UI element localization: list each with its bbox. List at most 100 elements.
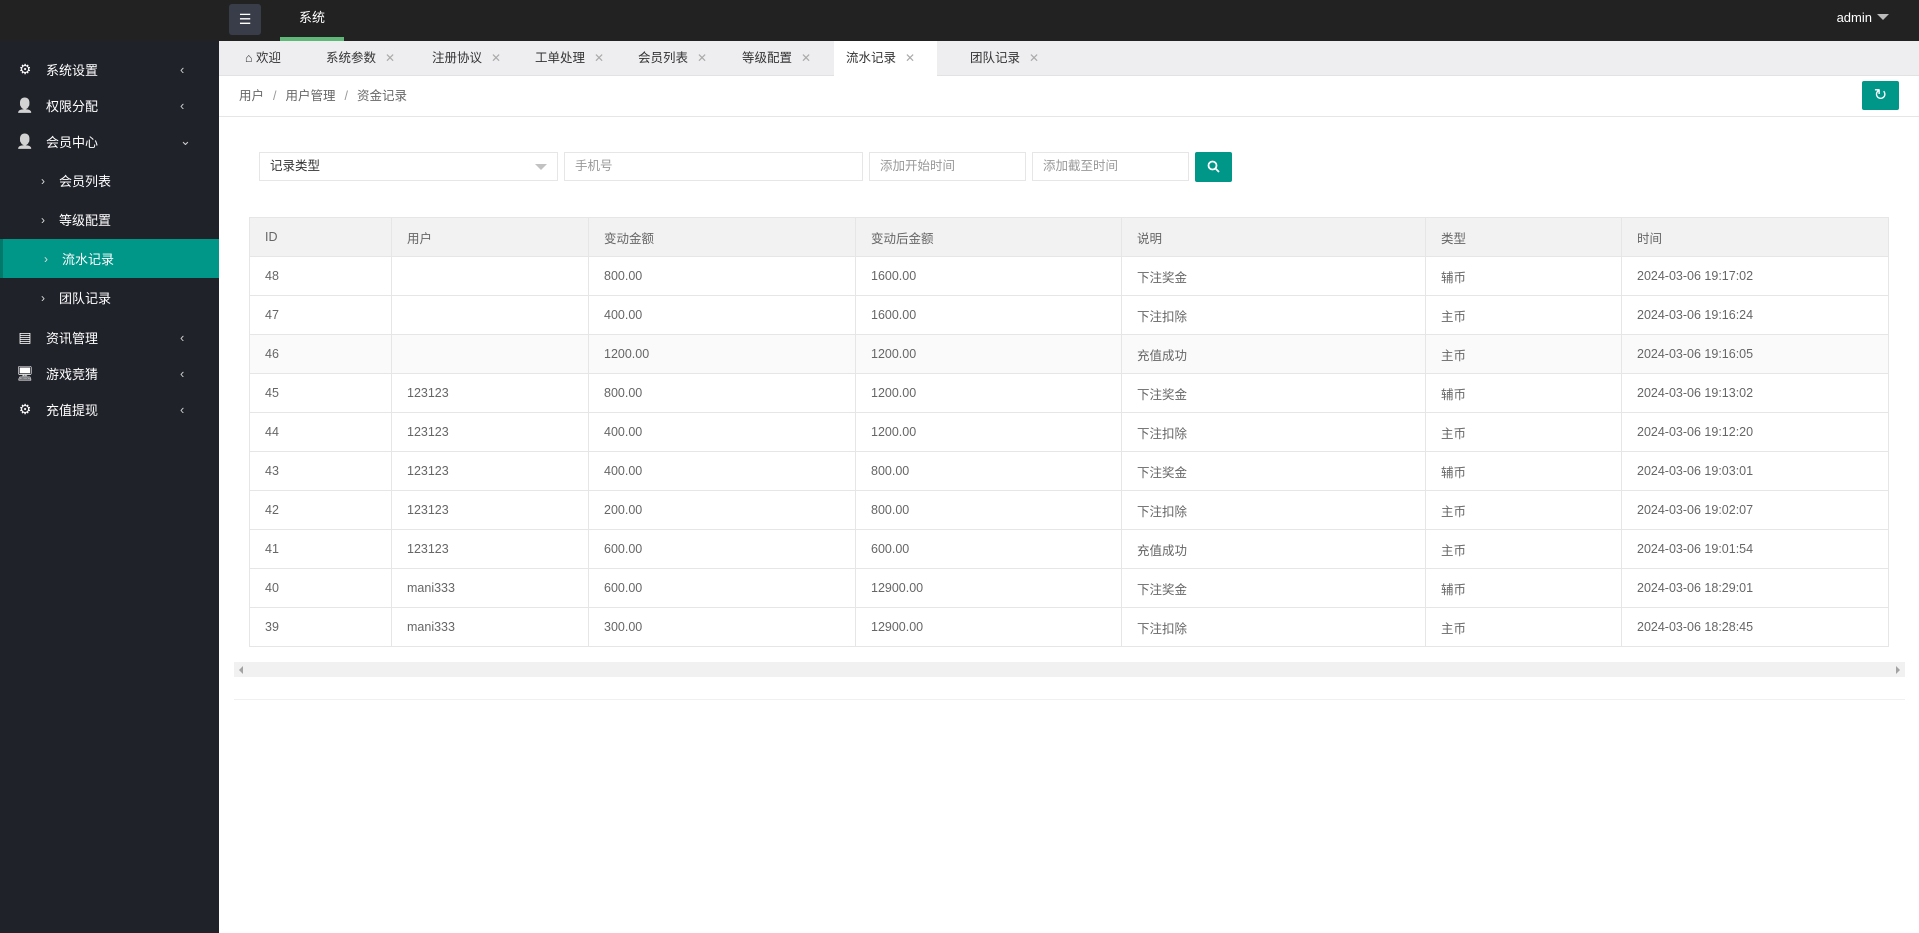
sidebar-item[interactable]: › 等级配置 [0,200,219,239]
tab[interactable]: 注册协议 ✕ [420,41,520,76]
table-cell: 主币 [1425,607,1622,647]
close-icon[interactable]: ✕ [801,51,812,65]
sidebar-item-label: 等级配置 [59,213,112,228]
chevron-right-icon: › [44,251,48,266]
table-row[interactable]: 48 800.00 1600.00 下注奖金 辅币 2024-03-06 19:17:02 [249,256,1889,296]
phone-input[interactable]: 手机号 [564,152,863,181]
tab[interactable]: 流水记录 ✕ [834,41,937,77]
sidebar-item[interactable]: 👤 权限分配 ‹ [0,87,219,123]
hamburger-icon: ☰ [238,11,252,27]
table-cell: 充值成功 [1121,529,1426,569]
user-menu[interactable]: admin [1837,0,1889,36]
table-cell: 40 [249,568,392,608]
tab[interactable]: 系统参数 ✕ [314,41,414,76]
sidebar-item[interactable]: ⚙ 充值提现 ‹ [0,391,219,427]
sidebar-item-label: 权限分配 [46,98,99,114]
table-row[interactable]: 43 123123 400.00 800.00 下注奖金 辅币 2024-03-06 19:… [249,451,1889,491]
table-cell: 600.00 [588,568,856,608]
sidebar-item[interactable]: ⚙ 系统设置 ‹ [0,51,219,87]
tab-label: 工单处理 [535,51,586,65]
table-row[interactable]: 46 1200.00 1200.00 充值成功 主币 2024-03-06 19:16:0… [249,334,1889,374]
record-type-select[interactable]: 记录类型 [259,152,558,181]
close-icon[interactable]: ✕ [1029,51,1040,65]
table-cell: 123123 [391,490,589,530]
table-cell: 辅币 [1425,568,1622,608]
tab-label: 等级配置 [742,51,793,65]
sidebar-item[interactable]: 🖥 游戏竞猜 ‹ [0,355,219,391]
sidebar-item[interactable]: 👤 会员中心 ⌄ [0,123,219,159]
sidebar-item[interactable]: › 团队记录 [0,278,219,317]
table-cell: 400.00 [588,412,856,452]
close-icon[interactable]: ✕ [697,51,708,65]
tab-label: 欢迎 [256,51,282,65]
tab[interactable]: 会员列表 ✕ [626,41,726,76]
table-cell: 辅币 [1425,373,1622,413]
chevron-right-icon: › [41,290,45,305]
table-cell: 47 [249,295,392,335]
close-icon[interactable]: ✕ [385,51,396,65]
news-icon: ▤ [18,328,32,345]
table-cell: 1600.00 [855,295,1122,335]
top-bar: ☰ 系统 admin [0,0,1919,41]
tab-label: 注册协议 [432,51,483,65]
table-cell: 下注奖金 [1121,256,1426,296]
close-icon[interactable]: ✕ [594,51,605,65]
breadcrumb-item[interactable]: 用户管理 [285,89,336,103]
table-row[interactable]: 41 123123 600.00 600.00 充值成功 主币 2024-03-06 19:… [249,529,1889,569]
column-header: ID [249,217,392,257]
sidebar-item-label: 团队记录 [59,291,112,306]
chevron-left-icon: ‹ [180,329,185,345]
table-cell: 充值成功 [1121,334,1426,374]
tab-bar: ⌂ 欢迎 系统参数 ✕ 注册协议 ✕ 工单处理 ✕ 会员列表 ✕ 等级配置 ✕ 流水记录 ✕ 团队记录 ✕ [219,41,1919,77]
sidebar-item[interactable]: ▤ 资讯管理 ‹ [0,319,219,355]
sidebar-item-label: 会员中心 [46,134,99,150]
tab[interactable]: 团队记录 ✕ [958,41,1058,76]
table-cell: 123123 [391,529,589,569]
start-time-input[interactable]: 添加开始时间 [869,152,1026,181]
chevron-down-icon: ⌄ [180,133,191,148]
table-cell: 主币 [1425,295,1622,335]
chevron-right-icon: › [41,212,45,227]
chevron-left-icon: ‹ [180,61,185,77]
gear-icon: ⚙ [18,60,32,77]
breadcrumb: 用户 / 用户管理 / 资金记录 [219,76,1919,117]
table-row[interactable]: 39 mani333 300.00 12900.00 下注扣除 主币 2024-03-06 … [249,607,1889,647]
close-icon[interactable]: ✕ [491,51,502,65]
placeholder: 添加截至时间 [1043,159,1119,173]
table-cell: 800.00 [588,256,856,296]
top-nav-system[interactable]: 系统 [280,0,344,41]
table-cell: 46 [249,334,392,374]
table-cell [391,295,589,335]
table-cell: 2024-03-06 19:13:02 [1621,373,1889,413]
table-row[interactable]: 44 123123 400.00 1200.00 下注扣除 主币 2024-03-06 19… [249,412,1889,452]
table-row[interactable]: 47 400.00 1600.00 下注扣除 主币 2024-03-06 19:16:24 [249,295,1889,335]
breadcrumb-item[interactable]: 用户 [239,89,265,103]
horizontal-scrollbar[interactable] [234,662,1905,677]
tab[interactable]: 等级配置 ✕ [730,41,830,76]
menu-toggle-button[interactable]: ☰ [229,4,261,35]
column-header: 说明 [1121,217,1426,257]
chevron-left-icon: ‹ [180,401,185,417]
search-button[interactable] [1195,152,1232,182]
table-cell: 800.00 [855,451,1122,491]
sidebar-item[interactable]: › 会员列表 [0,161,219,200]
table-cell: 2024-03-06 19:02:07 [1621,490,1889,530]
close-icon[interactable]: ✕ [905,51,916,65]
table-cell: 300.00 [588,607,856,647]
tab[interactable]: ⌂ 欢迎 [233,41,303,76]
end-time-input[interactable]: 添加截至时间 [1032,152,1189,181]
sidebar-item[interactable]: › 流水记录 [0,239,219,278]
scroll-left-icon[interactable] [239,666,243,674]
table-row[interactable]: 42 123123 200.00 800.00 下注扣除 主币 2024-03-06 19:… [249,490,1889,530]
table-cell: 800.00 [855,490,1122,530]
refresh-icon: ↻ [1873,87,1888,104]
table-row[interactable]: 40 mani333 600.00 12900.00 下注奖金 辅币 2024-03-06 … [249,568,1889,608]
search-icon [1207,160,1220,173]
records-table: ID 用户 变动金额 变动后金额 说明 类型 时间 48 800.00 1600.00 下注奖金辅… [249,217,1889,647]
table-cell: 45 [249,373,392,413]
tab[interactable]: 工单处理 ✕ [523,41,623,76]
table-cell: 44 [249,412,392,452]
refresh-button[interactable]: ↻ [1862,81,1899,110]
table-row[interactable]: 45 123123 800.00 1200.00 下注奖金 辅币 2024-03-06 19… [249,373,1889,413]
scroll-right-icon[interactable] [1896,666,1900,674]
